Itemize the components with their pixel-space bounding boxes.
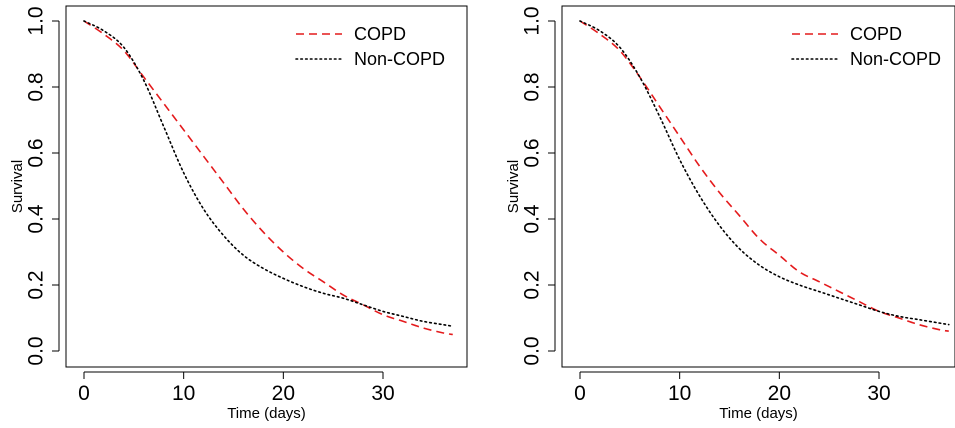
y-tick-label: 0.6 <box>521 138 544 167</box>
x-tick-label: 10 <box>172 382 195 405</box>
legend-label: COPD <box>850 24 902 44</box>
y-tick-label: 0.8 <box>521 72 544 101</box>
x-tick-label: 30 <box>371 382 394 405</box>
x-tick-label: 10 <box>668 382 691 405</box>
series-group <box>83 20 454 336</box>
series-line-non-copd <box>579 20 950 326</box>
x-tick-label: 20 <box>272 382 295 405</box>
y-tick-label: 0.4 <box>521 204 544 234</box>
y-tick-label: 0.2 <box>25 270 48 299</box>
y-tick-label: 0.6 <box>25 138 48 167</box>
series-group <box>579 20 950 332</box>
plot-frame <box>561 5 955 368</box>
y-tick-label: 1.0 <box>25 6 48 35</box>
legend-label: Non-COPD <box>850 49 941 69</box>
x-tick-label: 20 <box>768 382 791 405</box>
x-tick-label: 0 <box>78 382 90 405</box>
series-line-non-copd <box>83 20 454 328</box>
y-tick-label: 0.0 <box>521 336 544 365</box>
legend-label: COPD <box>354 24 406 44</box>
y-tick-label: 0.0 <box>25 336 48 365</box>
x-axis-title: Time (days) <box>719 405 798 422</box>
y-axis-title: Survival <box>505 160 522 213</box>
y-tick-label: 0.8 <box>25 72 48 101</box>
y-tick-label: 0.4 <box>25 204 48 234</box>
y-axis-title: Survival <box>9 160 26 213</box>
plot-frame <box>65 5 468 368</box>
y-tick-label: 1.0 <box>521 6 544 35</box>
x-tick-label: 0 <box>574 382 586 405</box>
legend-label: Non-COPD <box>354 49 445 69</box>
series-line-copd <box>83 20 453 336</box>
x-axis-title: Time (days) <box>227 405 306 422</box>
x-tick-label: 30 <box>867 382 890 405</box>
chart-panel-1: 0.0 0.2 0.4 0.6 0.8 1.0 0 10 20 30 Time (days) Surv… <box>9 5 468 422</box>
chart-panel-2: 0.0 0.2 0.4 0.6 0.8 1.0 0 10 20 30 Time (days) Surv… <box>505 5 955 422</box>
y-tick-label: 0.2 <box>521 270 544 299</box>
